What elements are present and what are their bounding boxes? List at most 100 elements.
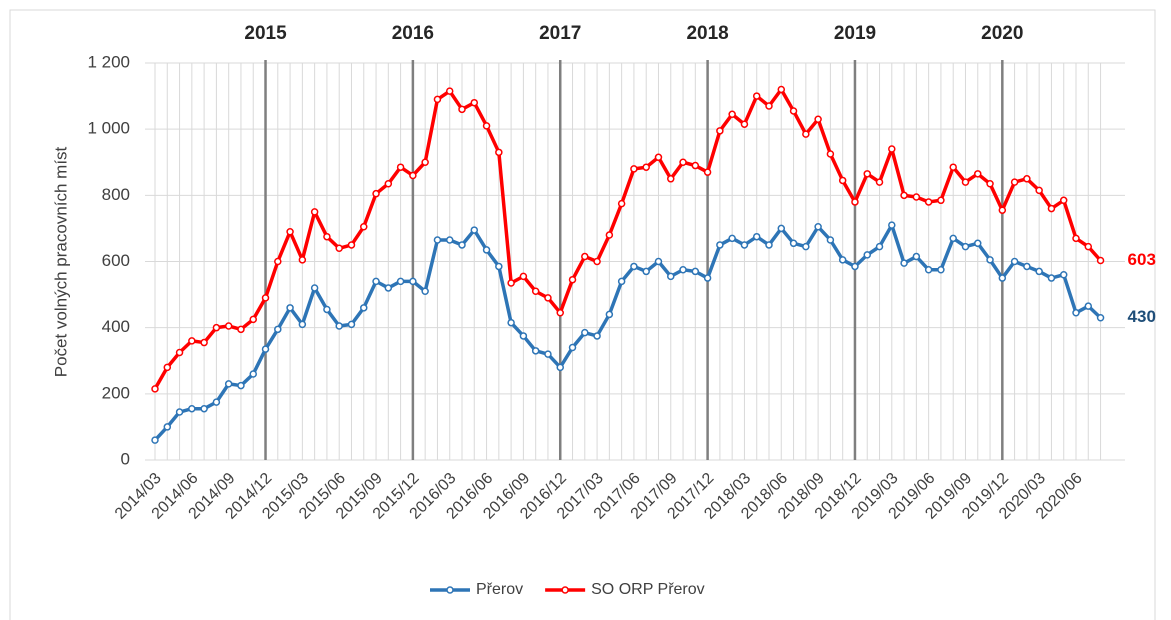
data-point — [175, 348, 184, 357]
data-point — [752, 232, 761, 241]
data-point — [1010, 257, 1019, 266]
year-label: 2019 — [834, 23, 876, 44]
data-point — [298, 256, 307, 264]
data-point — [667, 272, 675, 281]
data-point — [519, 332, 528, 340]
data-point — [851, 262, 859, 271]
data-point — [875, 242, 884, 251]
data-point — [1072, 309, 1080, 317]
data-point — [654, 153, 663, 162]
data-point — [568, 343, 577, 352]
data-point — [912, 252, 921, 261]
data-point — [1072, 234, 1080, 243]
data-point — [286, 304, 294, 312]
data-point — [1010, 178, 1019, 186]
series-line — [153, 223, 1102, 442]
data-point — [1084, 242, 1093, 251]
data-point — [433, 95, 442, 104]
data-point — [740, 120, 749, 128]
data-point — [433, 236, 442, 244]
data-point — [323, 232, 331, 241]
data-point — [396, 163, 405, 171]
data-point — [470, 98, 479, 107]
data-point — [912, 193, 921, 201]
data-point — [531, 347, 540, 355]
data-point — [924, 266, 933, 274]
data-point — [679, 266, 687, 274]
data-point — [261, 294, 270, 302]
legend-label: Přerov — [476, 581, 523, 598]
data-point — [863, 251, 871, 259]
y-axis-label: Počet volných pracovních míst — [51, 146, 70, 377]
data-point — [1059, 196, 1068, 205]
data-point — [421, 287, 429, 296]
data-point — [875, 178, 884, 186]
data-point — [151, 436, 159, 444]
data-point — [691, 267, 700, 276]
data-point — [249, 315, 257, 324]
data-point — [642, 267, 650, 276]
data-point — [323, 305, 331, 314]
data-point — [851, 198, 859, 206]
data-point — [1023, 262, 1031, 271]
data-point — [974, 239, 982, 248]
data-point — [949, 234, 957, 243]
data-point — [310, 208, 319, 216]
data-point — [679, 158, 687, 166]
data-point — [617, 199, 626, 208]
data-point — [937, 266, 945, 274]
data-point — [274, 257, 282, 266]
data-point — [617, 277, 626, 286]
data-point — [654, 257, 663, 266]
data-point — [556, 363, 564, 372]
data-point — [372, 277, 380, 286]
data-point — [335, 244, 343, 253]
data-point — [421, 158, 429, 166]
data-point — [863, 170, 871, 178]
data-point — [961, 242, 970, 251]
data-point — [826, 150, 835, 158]
series-line — [153, 87, 1102, 390]
data-point — [802, 130, 810, 138]
data-point — [593, 257, 601, 266]
data-point — [667, 175, 675, 183]
data-point — [642, 163, 650, 171]
data-point — [409, 171, 417, 180]
data-point — [728, 110, 736, 119]
data-point — [372, 189, 380, 198]
year-label: 2020 — [981, 23, 1023, 44]
data-point — [360, 304, 368, 312]
data-point — [200, 404, 208, 413]
data-point — [765, 102, 773, 110]
data-point — [986, 256, 994, 264]
data-point — [802, 242, 810, 251]
data-point — [814, 115, 822, 123]
data-point — [445, 87, 454, 95]
data-point — [703, 168, 712, 176]
data-point — [826, 236, 835, 244]
y-tick-label: 1 200 — [87, 52, 130, 71]
data-point — [789, 107, 798, 115]
data-point — [224, 380, 233, 388]
data-point — [752, 92, 761, 100]
data-point — [347, 320, 356, 329]
year-label: 2017 — [539, 23, 581, 44]
data-point — [212, 398, 221, 406]
data-point — [556, 309, 564, 317]
data-point — [888, 145, 896, 153]
data-point — [998, 206, 1007, 214]
data-point — [200, 338, 208, 347]
data-point — [1047, 204, 1056, 213]
data-point — [691, 161, 700, 170]
data-point — [998, 274, 1007, 282]
data-point — [445, 236, 454, 244]
data-point — [212, 323, 221, 332]
end-value-label: 603 — [1128, 250, 1156, 269]
data-point — [261, 345, 270, 353]
data-point — [777, 85, 786, 94]
data-point — [716, 127, 724, 135]
data-point — [188, 404, 196, 413]
data-point — [384, 284, 393, 292]
data-point — [310, 284, 319, 292]
